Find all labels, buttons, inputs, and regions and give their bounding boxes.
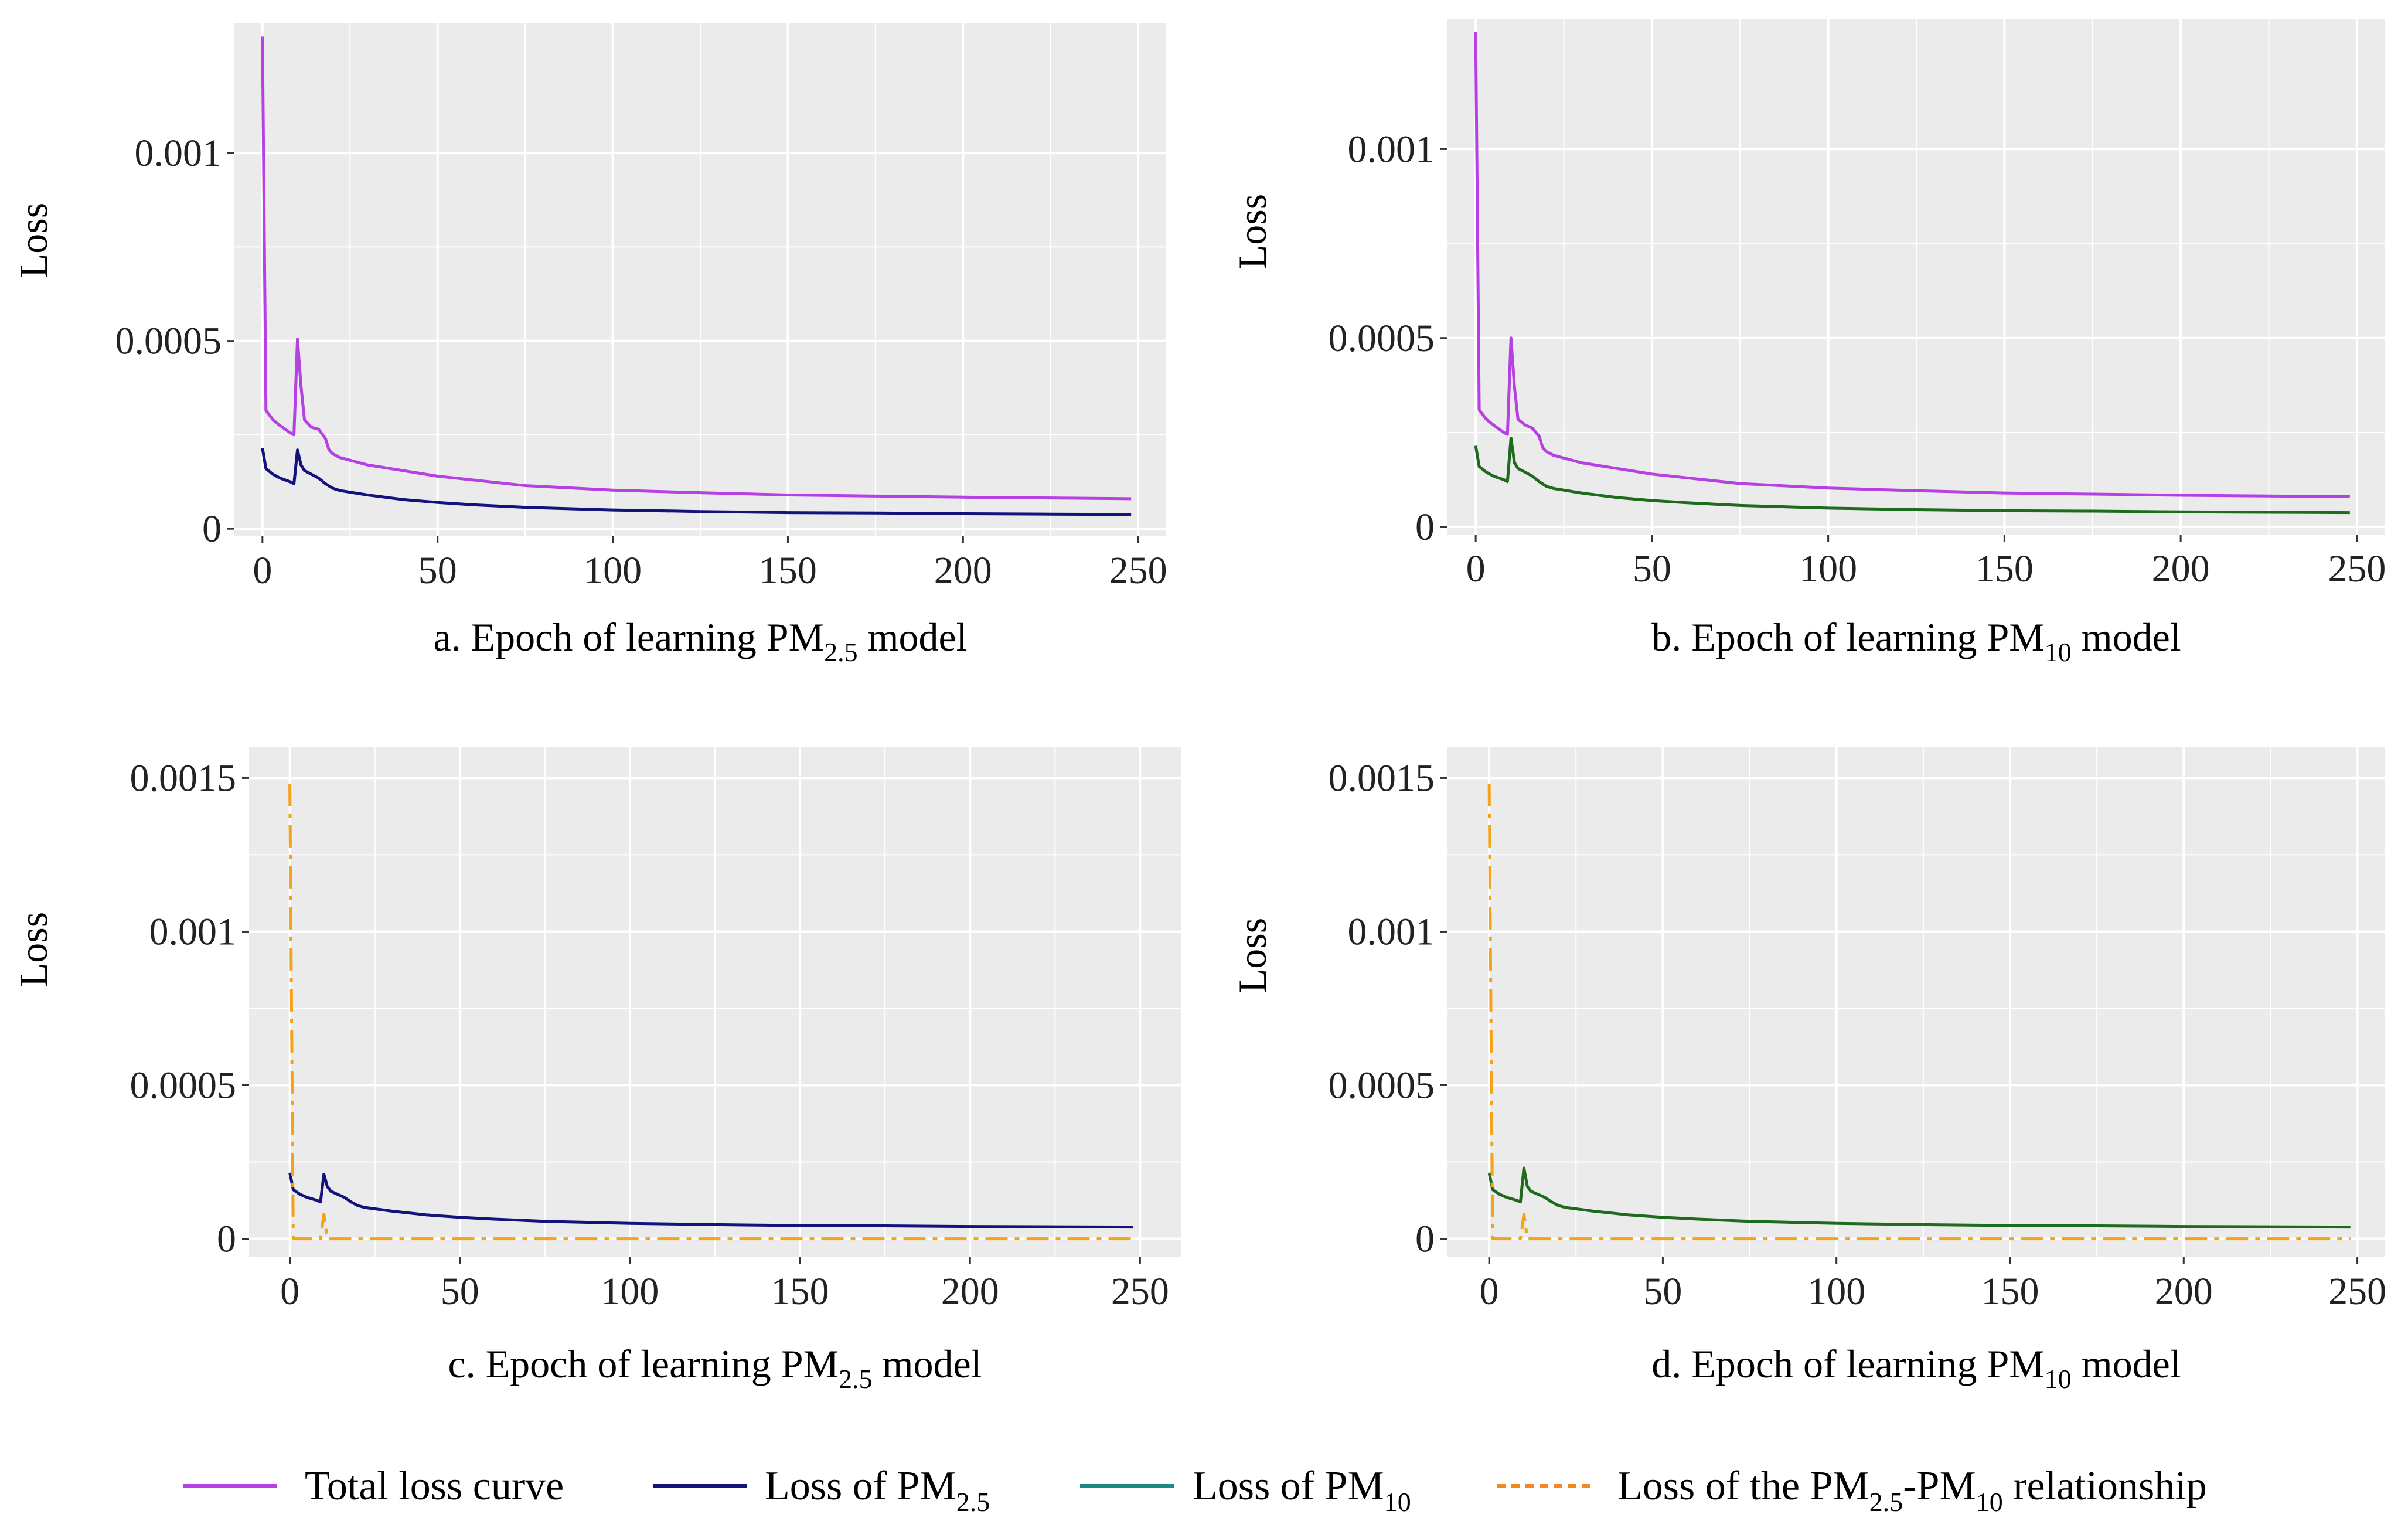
x-tick-label: 50 bbox=[1643, 1270, 1682, 1313]
x-tick-label: 100 bbox=[1799, 547, 1857, 590]
series-line-relationship bbox=[1487, 784, 2351, 1241]
x-tick-label: 200 bbox=[2152, 547, 2210, 590]
x-axis-title: a. Epoch of learning PM2.5 model bbox=[433, 615, 967, 667]
x-tick-label: 50 bbox=[418, 549, 457, 592]
y-tick-label: 0.001 bbox=[1348, 910, 1435, 953]
y-tick-label: 0.0015 bbox=[1329, 757, 1435, 799]
y-tick-label: 0.0005 bbox=[115, 320, 222, 363]
x-tick-label: 50 bbox=[441, 1270, 479, 1313]
x-tick-label: 0 bbox=[1466, 547, 1486, 590]
x-axis-title: d. Epoch of learning PM10 model bbox=[1651, 1342, 2181, 1394]
y-tick-label: 0.001 bbox=[149, 910, 237, 953]
x-tick-label: 200 bbox=[2155, 1270, 2213, 1313]
series-line-pm25 bbox=[261, 447, 1132, 516]
chart-panel-a: 0 50 100 150 200 250 0 0.0005 0.001 Loss a. Epoch … bbox=[11, 23, 1167, 667]
y-axis-title: Loss bbox=[1230, 918, 1275, 993]
chart-panel-b: 0 50 100 150 200 250 0 0.0005 0.001 Loss b. Epoch … bbox=[1230, 19, 2386, 667]
x-tick-label: 0 bbox=[253, 549, 272, 592]
legend-label-total: Total loss curve bbox=[305, 1464, 564, 1509]
y-tick-label: 0 bbox=[217, 1218, 236, 1261]
series-line-total bbox=[261, 36, 1132, 501]
series-line-pm10 bbox=[1487, 1166, 2351, 1229]
x-tick-label: 150 bbox=[771, 1270, 829, 1313]
legend-label-relationship: Loss of the PM2.5-PM10 relationship bbox=[1617, 1464, 2207, 1517]
x-tick-label: 100 bbox=[601, 1270, 659, 1313]
panel-background bbox=[1447, 747, 2385, 1257]
y-tick-label: 0 bbox=[202, 508, 222, 550]
x-tick-label: 250 bbox=[2328, 1270, 2386, 1313]
x-tick-label: 250 bbox=[1109, 549, 1167, 592]
x-tick-label: 200 bbox=[941, 1270, 999, 1313]
x-tick-label: 250 bbox=[2328, 547, 2386, 590]
x-axis-title: b. Epoch of learning PM10 model bbox=[1651, 615, 2181, 667]
y-tick-label: 0.0015 bbox=[130, 757, 237, 799]
y-axis-title: Loss bbox=[11, 203, 56, 278]
y-tick-label: 0.0005 bbox=[1329, 317, 1435, 360]
y-tick-label: 0.0005 bbox=[1329, 1064, 1435, 1107]
series-line-relationship bbox=[288, 784, 1133, 1241]
y-axis-title: Loss bbox=[1230, 194, 1275, 269]
x-tick-label: 150 bbox=[1981, 1270, 2039, 1313]
x-tick-label: 0 bbox=[280, 1270, 299, 1313]
x-axis-title: c. Epoch of learning PM2.5 model bbox=[448, 1342, 982, 1394]
legend: Total loss curve Loss of PM2.5 Loss of P… bbox=[183, 1464, 2207, 1517]
x-tick-label: 100 bbox=[584, 549, 642, 592]
x-tick-label: 0 bbox=[1480, 1270, 1499, 1313]
y-tick-label: 0.0005 bbox=[130, 1064, 237, 1107]
chart-panel-c: 0 50 100 150 200 250 0 0.0005 0.001 0.0015 Loss c. … bbox=[11, 747, 1181, 1394]
y-tick-label: 0.001 bbox=[1348, 128, 1435, 171]
x-tick-label: 50 bbox=[1633, 547, 1671, 590]
y-axis-title: Loss bbox=[11, 912, 56, 987]
series-line-pm10 bbox=[1474, 437, 2350, 515]
chart-panel-d: 0 50 100 150 200 250 0 0.0005 0.001 0.0015 Loss d. … bbox=[1230, 747, 2386, 1394]
x-tick-label: 200 bbox=[934, 549, 992, 592]
y-tick-label: 0 bbox=[1415, 506, 1435, 549]
x-tick-label: 150 bbox=[759, 549, 817, 592]
x-tick-label: 250 bbox=[1111, 1270, 1169, 1313]
x-tick-label: 150 bbox=[1976, 547, 2034, 590]
legend-label-pm25: Loss of PM2.5 bbox=[765, 1464, 990, 1517]
series-line-total bbox=[1474, 32, 2350, 498]
legend-label-pm10: Loss of PM10 bbox=[1193, 1464, 1411, 1517]
y-tick-label: 0.001 bbox=[135, 132, 222, 175]
x-tick-label: 100 bbox=[1807, 1270, 1865, 1313]
series-line-pm25 bbox=[288, 1172, 1133, 1229]
y-tick-label: 0 bbox=[1415, 1218, 1435, 1261]
